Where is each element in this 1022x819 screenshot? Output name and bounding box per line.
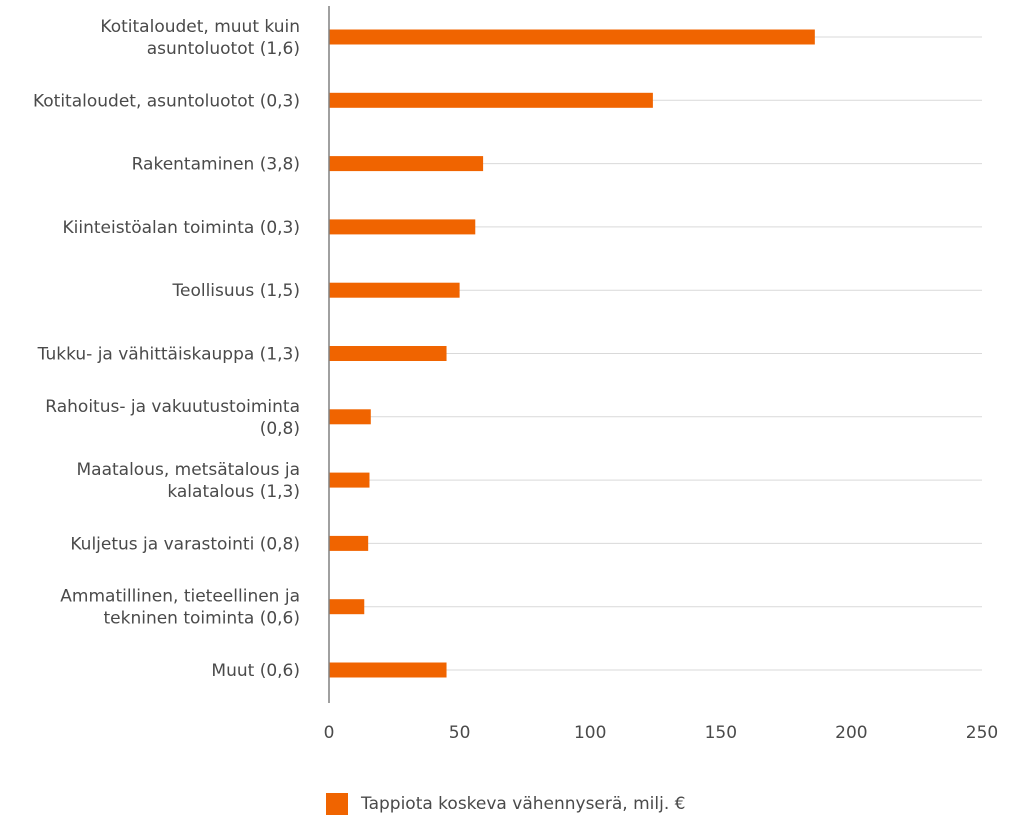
x-tick-label: 0 [324, 723, 335, 743]
x-tick-label: 200 [835, 723, 867, 743]
bar [329, 92, 653, 108]
bar [329, 282, 460, 298]
category-label: Maatalous, metsätalous ja kalatalous (1,3… [77, 460, 301, 502]
x-tick-label: 50 [449, 723, 471, 743]
category-label: Tukku- ja vähittäiskauppa (1,3) [37, 345, 300, 365]
category-label: Rahoitus- ja vakuutustoiminta (0,8) [45, 397, 300, 439]
bar [329, 346, 447, 361]
bar [329, 472, 370, 488]
category-label: Muut (0,6) [211, 661, 300, 681]
category-label: Rakentaminen (3,8) [132, 155, 300, 175]
bar [329, 535, 369, 551]
x-tick-labels: 0 50 100 150 200 250 [324, 723, 999, 743]
legend-label: Tappiota koskeva vähennyserä, milj. € [361, 794, 686, 814]
category-label: Kotitaloudet, muut kuin asuntoluotot (1,6… [100, 17, 300, 59]
bar [329, 219, 476, 235]
bar [329, 29, 815, 45]
x-tick-label: 250 [966, 723, 998, 743]
bar [329, 409, 371, 425]
category-label: Ammatillinen, tieteellinen ja tekninen to… [60, 587, 300, 629]
bars [329, 29, 815, 678]
x-tick-label: 100 [574, 723, 606, 743]
bar [329, 662, 447, 678]
category-labels: Kotitaloudet, muut kuin asuntoluotot (1,6… [33, 17, 300, 681]
category-label: Kiinteistöalan toiminta (0,3) [62, 218, 300, 238]
category-label: Kotitaloudet, asuntoluotot (0,3) [33, 91, 300, 111]
bar-chart: Kotitaloudet, muut kuin asuntoluotot (1,6… [33, 6, 999, 743]
category-label: Kuljetus ja varastointi (0,8) [70, 534, 300, 554]
legend-swatch [326, 793, 348, 815]
bar [329, 156, 484, 172]
category-label: Teollisuus (1,5) [172, 281, 301, 301]
x-tick-label: 150 [705, 723, 737, 743]
bar [329, 599, 365, 615]
legend: Tappiota koskeva vähennyserä, milj. € [326, 793, 685, 815]
